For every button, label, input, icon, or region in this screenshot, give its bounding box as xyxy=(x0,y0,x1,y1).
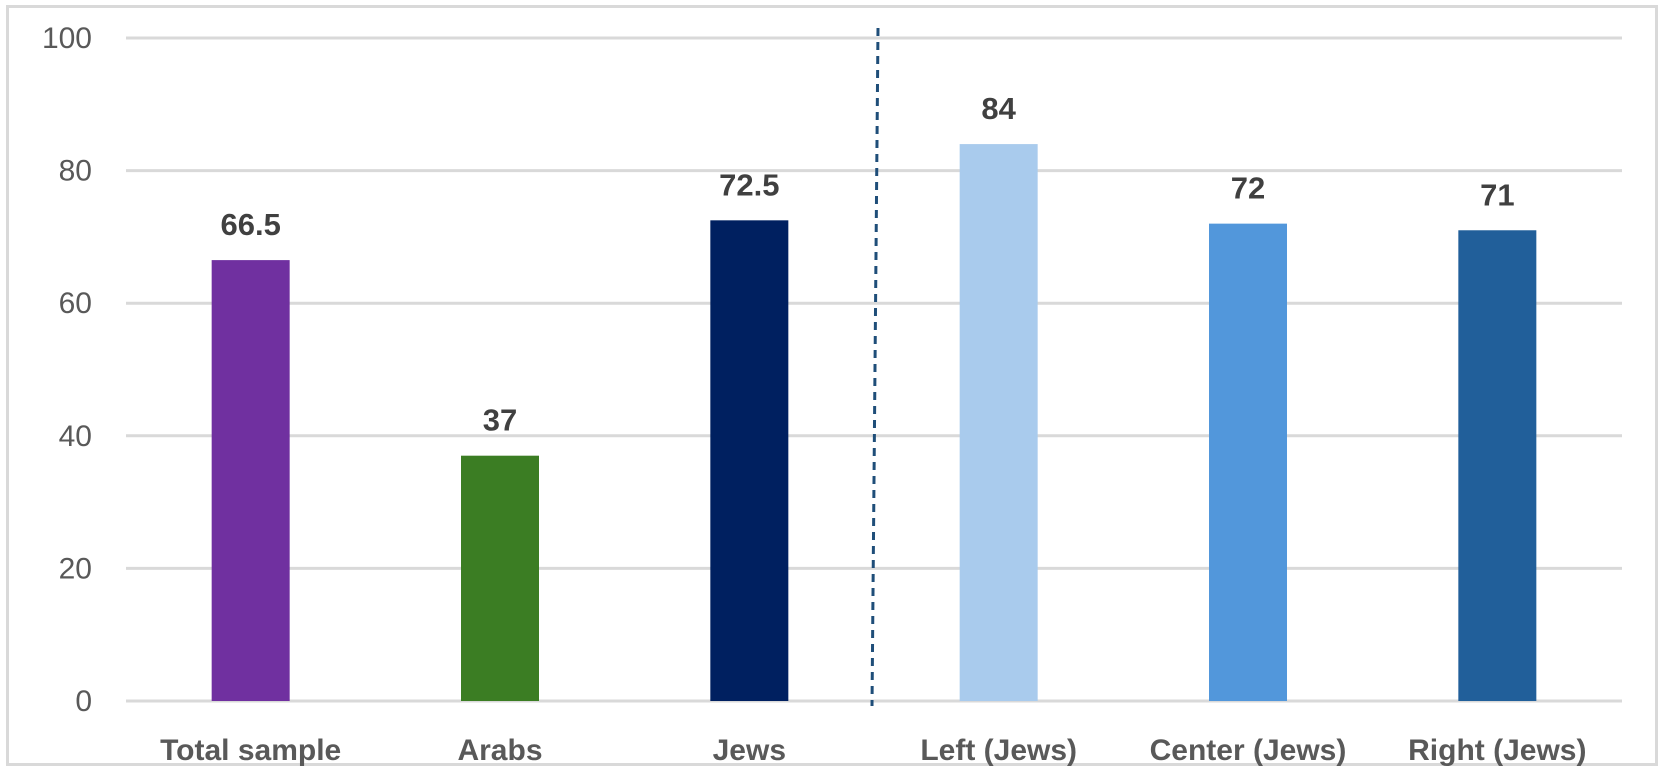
data-label: 84 xyxy=(981,91,1016,126)
y-axis: 0 20 40 60 80 100 xyxy=(42,22,92,718)
bar-jews xyxy=(710,220,789,701)
group-separator-line xyxy=(870,27,880,707)
x-tick-label: Arabs xyxy=(457,734,542,767)
bar-total-sample xyxy=(211,260,290,701)
bar-arabs xyxy=(461,455,539,701)
y-tick-label: 80 xyxy=(59,155,92,188)
x-tick-label: Right (Jews) xyxy=(1408,734,1586,767)
y-tick-label: 20 xyxy=(59,552,92,585)
y-tick-label: 40 xyxy=(59,420,92,453)
x-tick-label: Center (Jews) xyxy=(1150,734,1347,767)
data-label: 72.5 xyxy=(719,167,779,202)
y-tick-label: 100 xyxy=(42,22,92,55)
y-tick-label: 0 xyxy=(75,685,92,718)
data-label: 37 xyxy=(483,403,517,438)
x-tick-label: Left (Jews) xyxy=(920,734,1077,767)
y-tick-label: 60 xyxy=(59,287,92,320)
x-tick-label: Total sample xyxy=(160,734,341,767)
x-tick-label: Jews xyxy=(713,734,786,767)
bar-right-jews xyxy=(1458,230,1537,701)
data-labels: 66.5 37 72.5 84 72 71 xyxy=(220,91,1514,438)
data-label: 66.5 xyxy=(220,207,280,242)
data-label: 72 xyxy=(1231,171,1265,206)
x-axis: Total sample Arabs Jews Left (Jews) Center (… xyxy=(160,734,1586,767)
data-label: 71 xyxy=(1480,177,1514,212)
bar-center-jews xyxy=(1209,223,1287,701)
bars xyxy=(211,144,1537,701)
grid-lines xyxy=(126,36,1622,703)
bar-left-jews xyxy=(959,144,1038,701)
